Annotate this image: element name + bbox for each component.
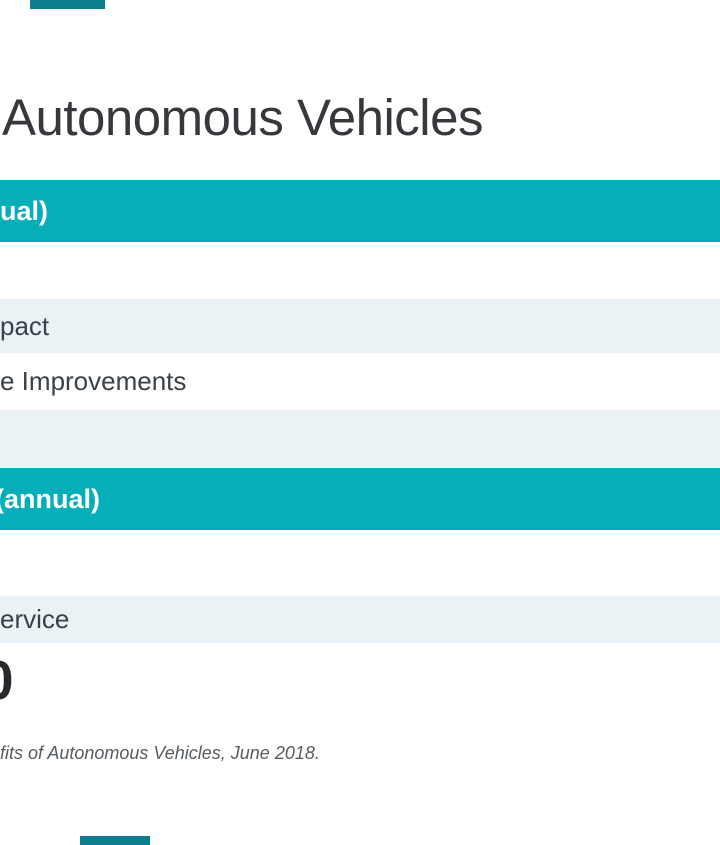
bottom-edge-content-fragment (80, 836, 150, 845)
source-citation: fits of Autonomous Vehicles, June 2018. (0, 743, 320, 763)
table-row: pact (0, 299, 720, 353)
table-row (0, 410, 720, 468)
table-row (0, 242, 720, 299)
row-label: pact (0, 310, 50, 341)
total-value-fragment: 0 (0, 645, 14, 715)
top-edge-content-fragment (30, 0, 105, 9)
benefits-table: ual) pact e Improvements (annual) ervice (0, 180, 720, 643)
row-label: e Improvements (0, 366, 187, 396)
table-row: e Improvements (0, 353, 720, 410)
section-header-1-label: ual) (0, 195, 49, 226)
section-header-2-label: (annual) (0, 483, 100, 514)
table-row: ervice (0, 596, 720, 643)
table-section-header-1: ual) (0, 180, 720, 242)
table-row (0, 530, 720, 596)
table-section-header-2: (annual) (0, 468, 720, 530)
row-label: ervice (0, 604, 70, 634)
page-title: Autonomous Vehicles (2, 89, 483, 146)
